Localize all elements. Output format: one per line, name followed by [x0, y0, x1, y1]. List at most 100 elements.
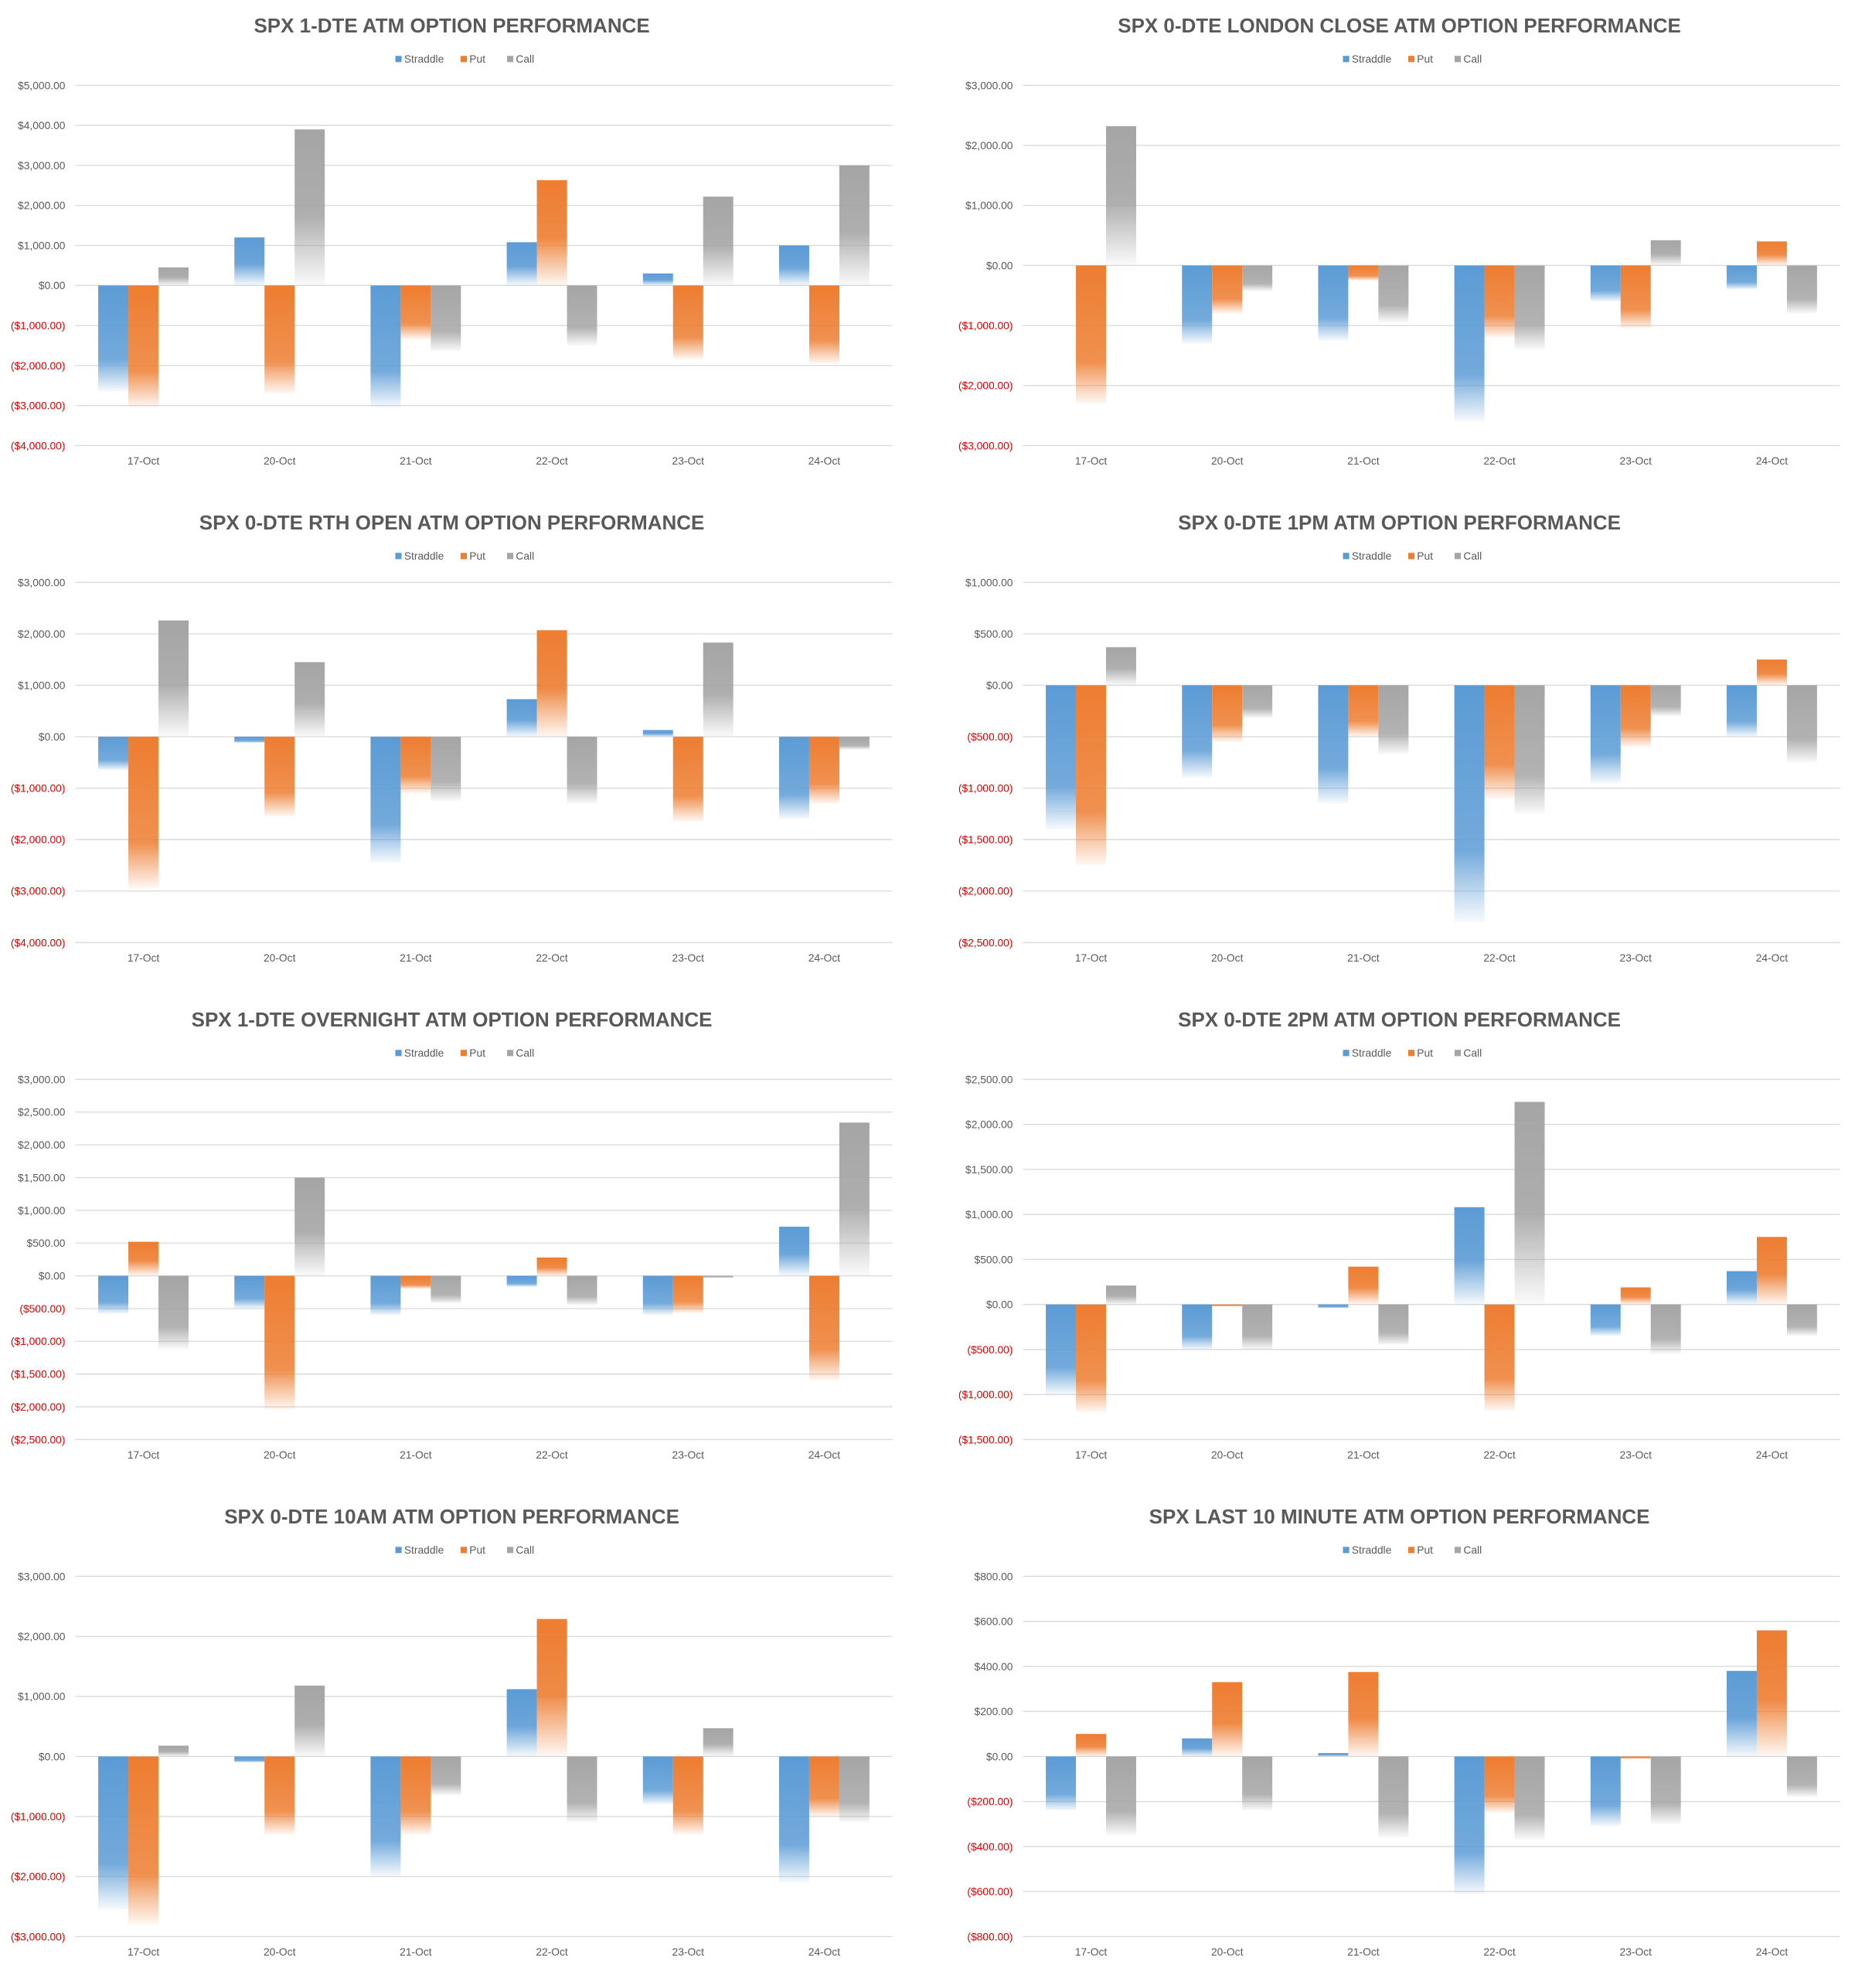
bar-straddle-17-Oct [98, 1756, 129, 1910]
x-tick-label: 24-Oct [1756, 455, 1789, 467]
chart-1: SPX 1-DTE ATM OPTION PERFORMANCE Straddle… [11, 14, 893, 467]
y-tick-label: ($1,000.00) [11, 783, 66, 795]
x-tick-label: 17-Oct [1075, 952, 1108, 964]
legend-swatch-put [460, 1547, 468, 1554]
x-tick-label: 23-Oct [672, 1449, 705, 1461]
bar-put-21-Oct [1348, 685, 1379, 737]
y-tick-label: ($200.00) [967, 1796, 1013, 1808]
bar-call-24-Oct [839, 737, 870, 750]
bar-put-24-Oct [808, 1275, 839, 1381]
bar-put-20-Oct [1212, 685, 1243, 742]
chart-title: SPX 0-DTE RTH OPEN ATM OPTION PERFORMANC… [199, 511, 705, 534]
bar-put-21-Oct [400, 737, 431, 794]
bar-put-22-Oct [1484, 1304, 1515, 1411]
bar-call-24-Oct [1786, 1756, 1817, 1797]
x-tick-label: 21-Oct [1347, 1946, 1380, 1958]
x-tick-label: 24-Oct [808, 1946, 841, 1958]
x-tick-label: 22-Oct [1483, 455, 1516, 467]
bar-straddle-21-Oct [1318, 1304, 1349, 1309]
chart-legend: Straddle Put Call [395, 1544, 534, 1556]
y-tick-label: $3,000.00 [965, 80, 1013, 91]
bar-straddle-22-Oct [506, 1275, 537, 1288]
bar-put-21-Oct [400, 1756, 431, 1835]
y-tick-label: $500.00 [975, 1254, 1013, 1265]
x-tick-label: 23-Oct [1620, 1946, 1652, 1958]
y-tick-label: $5,000.00 [18, 80, 66, 91]
bar-put-24-Oct [1756, 1237, 1787, 1305]
y-tick-label: $2,500.00 [965, 1074, 1013, 1085]
legend-swatch-call [1454, 553, 1462, 560]
bar-put-20-Oct [264, 1756, 295, 1835]
bar-put-17-Oct [128, 1241, 159, 1276]
bar-straddle-20-Oct [234, 1756, 265, 1763]
bar-straddle-24-Oct [778, 737, 809, 819]
bar-call-24-Oct [839, 1122, 870, 1276]
chart-legend: Straddle Put Call [395, 53, 534, 65]
legend-swatch-put [1407, 1050, 1415, 1057]
x-tick-label: 23-Oct [672, 455, 705, 467]
y-tick-label: ($1,000.00) [11, 1336, 66, 1347]
bar-straddle-17-Oct [98, 285, 129, 392]
chart-7: SPX 0-DTE 10AM ATM OPTION PERFORMANCE Str… [11, 1505, 893, 1958]
legend-swatch-straddle [395, 1547, 402, 1554]
legend-label-put: Put [469, 53, 485, 65]
chart-6: SPX 0-DTE 2PM ATM OPTION PERFORMANCE Stra… [958, 1008, 1840, 1461]
x-tick-label: 23-Oct [1620, 455, 1652, 467]
bar-straddle-23-Oct [642, 1756, 673, 1805]
bar-straddle-17-Oct [1046, 1304, 1077, 1395]
y-tick-label: ($3,000.00) [11, 1931, 66, 1942]
chart-legend: Straddle Put Call [1343, 550, 1482, 562]
x-tick-label: 20-Oct [264, 1946, 296, 1958]
legend-swatch-straddle [395, 1050, 402, 1057]
legend-label-call: Call [516, 550, 534, 562]
x-tick-label: 22-Oct [1483, 952, 1516, 964]
x-tick-label: 17-Oct [1075, 1449, 1108, 1461]
bar-call-17-Oct [1105, 1756, 1136, 1836]
legend-swatch-put [460, 1050, 468, 1057]
y-tick-label: $0.00 [39, 731, 66, 743]
x-tick-label: 21-Oct [400, 1946, 432, 1958]
bar-call-20-Oct [1242, 1756, 1273, 1811]
legend-swatch-call [507, 56, 514, 63]
bar-call-23-Oct [703, 642, 733, 737]
bar-call-17-Oct [1105, 1285, 1136, 1305]
y-tick-label: ($2,000.00) [11, 834, 66, 846]
y-tick-label: $0.00 [986, 679, 1013, 691]
y-tick-label: ($2,500.00) [11, 1434, 66, 1445]
y-tick-label: $1,000.00 [18, 679, 66, 691]
y-tick-label: $0.00 [986, 1751, 1013, 1762]
bar-put-21-Oct [1348, 1266, 1379, 1305]
legend-swatch-put [460, 553, 468, 560]
x-tick-label: 17-Oct [1075, 1946, 1108, 1958]
chart-5: SPX 1-DTE OVERNIGHT ATM OPTION PERFORMAN… [11, 1008, 893, 1461]
bar-put-24-Oct [1756, 1630, 1787, 1757]
bar-put-21-Oct [1348, 265, 1379, 281]
bar-straddle-21-Oct [1318, 265, 1349, 341]
bar-put-23-Oct [1620, 685, 1651, 747]
y-tick-label: $500.00 [975, 628, 1013, 640]
y-tick-label: ($2,000.00) [958, 886, 1013, 897]
bar-put-23-Oct [1620, 1287, 1651, 1305]
legend-label-call: Call [1463, 53, 1482, 65]
bar-call-17-Oct [1105, 647, 1136, 686]
bar-call-21-Oct [1378, 685, 1409, 754]
y-tick-label: $2,500.00 [18, 1107, 66, 1118]
y-tick-label: $800.00 [975, 1571, 1013, 1582]
bar-put-17-Oct [1076, 265, 1106, 404]
bar-straddle-23-Oct [1590, 1756, 1621, 1826]
x-tick-label: 22-Oct [536, 455, 568, 467]
y-tick-label: ($600.00) [967, 1886, 1013, 1898]
bar-put-22-Oct [1484, 265, 1515, 338]
y-tick-label: $3,000.00 [18, 1571, 66, 1582]
bar-straddle-17-Oct [1046, 1756, 1077, 1811]
x-tick-label: 23-Oct [672, 952, 705, 964]
y-tick-label: ($1,000.00) [11, 1811, 66, 1823]
bar-straddle-21-Oct [370, 737, 401, 863]
legend-swatch-call [507, 1050, 514, 1057]
y-tick-label: $0.00 [39, 280, 66, 291]
x-tick-label: 21-Oct [400, 1449, 432, 1461]
legend-swatch-put [1407, 1547, 1415, 1554]
x-tick-label: 17-Oct [128, 455, 160, 467]
bar-put-21-Oct [1348, 1672, 1379, 1757]
